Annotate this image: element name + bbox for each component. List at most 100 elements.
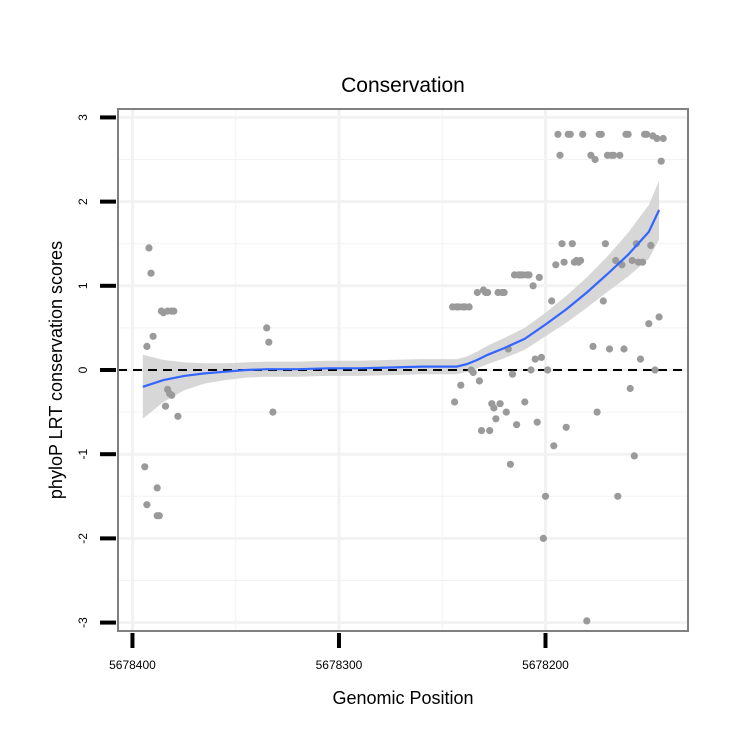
data-point <box>628 256 636 265</box>
data-point <box>492 415 500 423</box>
data-point <box>525 271 533 279</box>
data-point <box>653 134 661 143</box>
data-point <box>465 303 473 311</box>
y-axis-label: phyloP LRT conservation scores <box>46 241 66 499</box>
data-point <box>560 258 568 266</box>
data-point <box>597 130 605 138</box>
data-point <box>556 151 564 159</box>
data-point <box>484 288 492 297</box>
data-point <box>269 408 277 416</box>
smooth-trend-line <box>142 209 661 388</box>
data-point <box>145 244 153 252</box>
data-point <box>562 423 570 431</box>
y-tick-label: -2 <box>76 533 90 544</box>
data-point <box>651 366 659 374</box>
data-point <box>469 368 477 377</box>
data-point <box>486 427 494 435</box>
x-axis-label: Genomic Position <box>332 688 473 708</box>
data-point <box>599 297 607 305</box>
data-point <box>601 240 610 248</box>
data-point <box>143 342 151 350</box>
data-point <box>500 288 508 297</box>
data-points <box>141 130 667 625</box>
y-axis: -3 -2 -1 0 1 2 3 <box>76 114 116 628</box>
data-point <box>168 391 176 399</box>
data-point <box>636 355 645 363</box>
data-point <box>477 427 486 435</box>
data-point <box>577 256 585 265</box>
data-point <box>639 258 647 266</box>
data-point <box>612 256 620 265</box>
smooth-line-layer <box>142 209 661 388</box>
data-point <box>616 151 624 159</box>
data-point <box>537 353 546 361</box>
data-point <box>605 345 614 353</box>
data-point <box>508 370 517 378</box>
data-point <box>506 460 514 468</box>
data-point <box>490 404 498 412</box>
data-point <box>620 345 628 353</box>
data-point <box>529 282 537 290</box>
data-point <box>143 501 151 509</box>
data-point <box>155 512 163 520</box>
data-point <box>535 273 543 281</box>
confidence-band <box>142 180 660 419</box>
data-point <box>589 342 597 350</box>
data-point <box>659 134 667 143</box>
confidence-band-layer <box>142 180 660 419</box>
data-point <box>141 463 149 471</box>
data-point <box>174 412 182 420</box>
data-point <box>624 130 632 138</box>
y-tick-label: 0 <box>76 366 90 373</box>
data-point <box>473 288 481 297</box>
data-point <box>630 452 638 460</box>
data-point <box>614 492 622 500</box>
data-point <box>544 366 552 374</box>
data-point <box>554 130 562 138</box>
data-point <box>583 617 591 625</box>
data-point <box>533 418 541 426</box>
data-point <box>647 241 655 249</box>
data-point <box>513 421 521 429</box>
data-point <box>632 240 641 248</box>
data-point <box>161 402 170 410</box>
data-point <box>645 320 653 328</box>
y-tick-label: 1 <box>76 282 90 289</box>
x-tick-label: 5678200 <box>522 658 569 672</box>
data-point <box>552 261 560 269</box>
x-axis: 5678400 5678300 5678200 <box>109 633 569 672</box>
data-point <box>457 381 465 389</box>
data-point <box>568 240 576 248</box>
data-point <box>475 377 483 385</box>
data-point <box>579 130 587 138</box>
data-point <box>496 400 504 408</box>
panel-border <box>117 108 689 632</box>
data-point <box>558 240 566 248</box>
x-tick-label: 5678400 <box>109 658 156 672</box>
data-point <box>610 151 618 159</box>
data-point <box>657 157 665 165</box>
data-point <box>502 408 510 416</box>
data-point <box>643 130 651 138</box>
data-point <box>531 355 539 363</box>
data-point <box>149 332 157 340</box>
data-point <box>541 492 550 500</box>
data-point <box>147 269 155 277</box>
data-point <box>550 442 558 450</box>
data-point <box>170 307 178 315</box>
data-point <box>527 366 535 374</box>
y-tick-label: 3 <box>76 114 90 121</box>
data-point <box>566 130 574 138</box>
data-point <box>521 398 529 406</box>
x-tick-label: 5678300 <box>316 658 363 672</box>
data-point <box>593 408 601 416</box>
data-point <box>263 324 271 332</box>
y-tick-label: 2 <box>76 198 90 205</box>
data-point <box>265 338 273 346</box>
data-point <box>626 384 634 393</box>
y-tick-label: -1 <box>76 449 90 460</box>
data-point <box>539 534 548 543</box>
data-point <box>153 484 161 492</box>
data-point <box>591 155 599 164</box>
